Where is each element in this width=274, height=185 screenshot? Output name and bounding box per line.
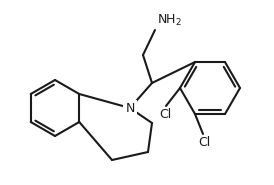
Text: NH$_2$: NH$_2$	[157, 13, 182, 28]
Text: Cl: Cl	[159, 108, 171, 121]
Text: N: N	[125, 102, 135, 115]
Text: Cl: Cl	[198, 136, 210, 149]
